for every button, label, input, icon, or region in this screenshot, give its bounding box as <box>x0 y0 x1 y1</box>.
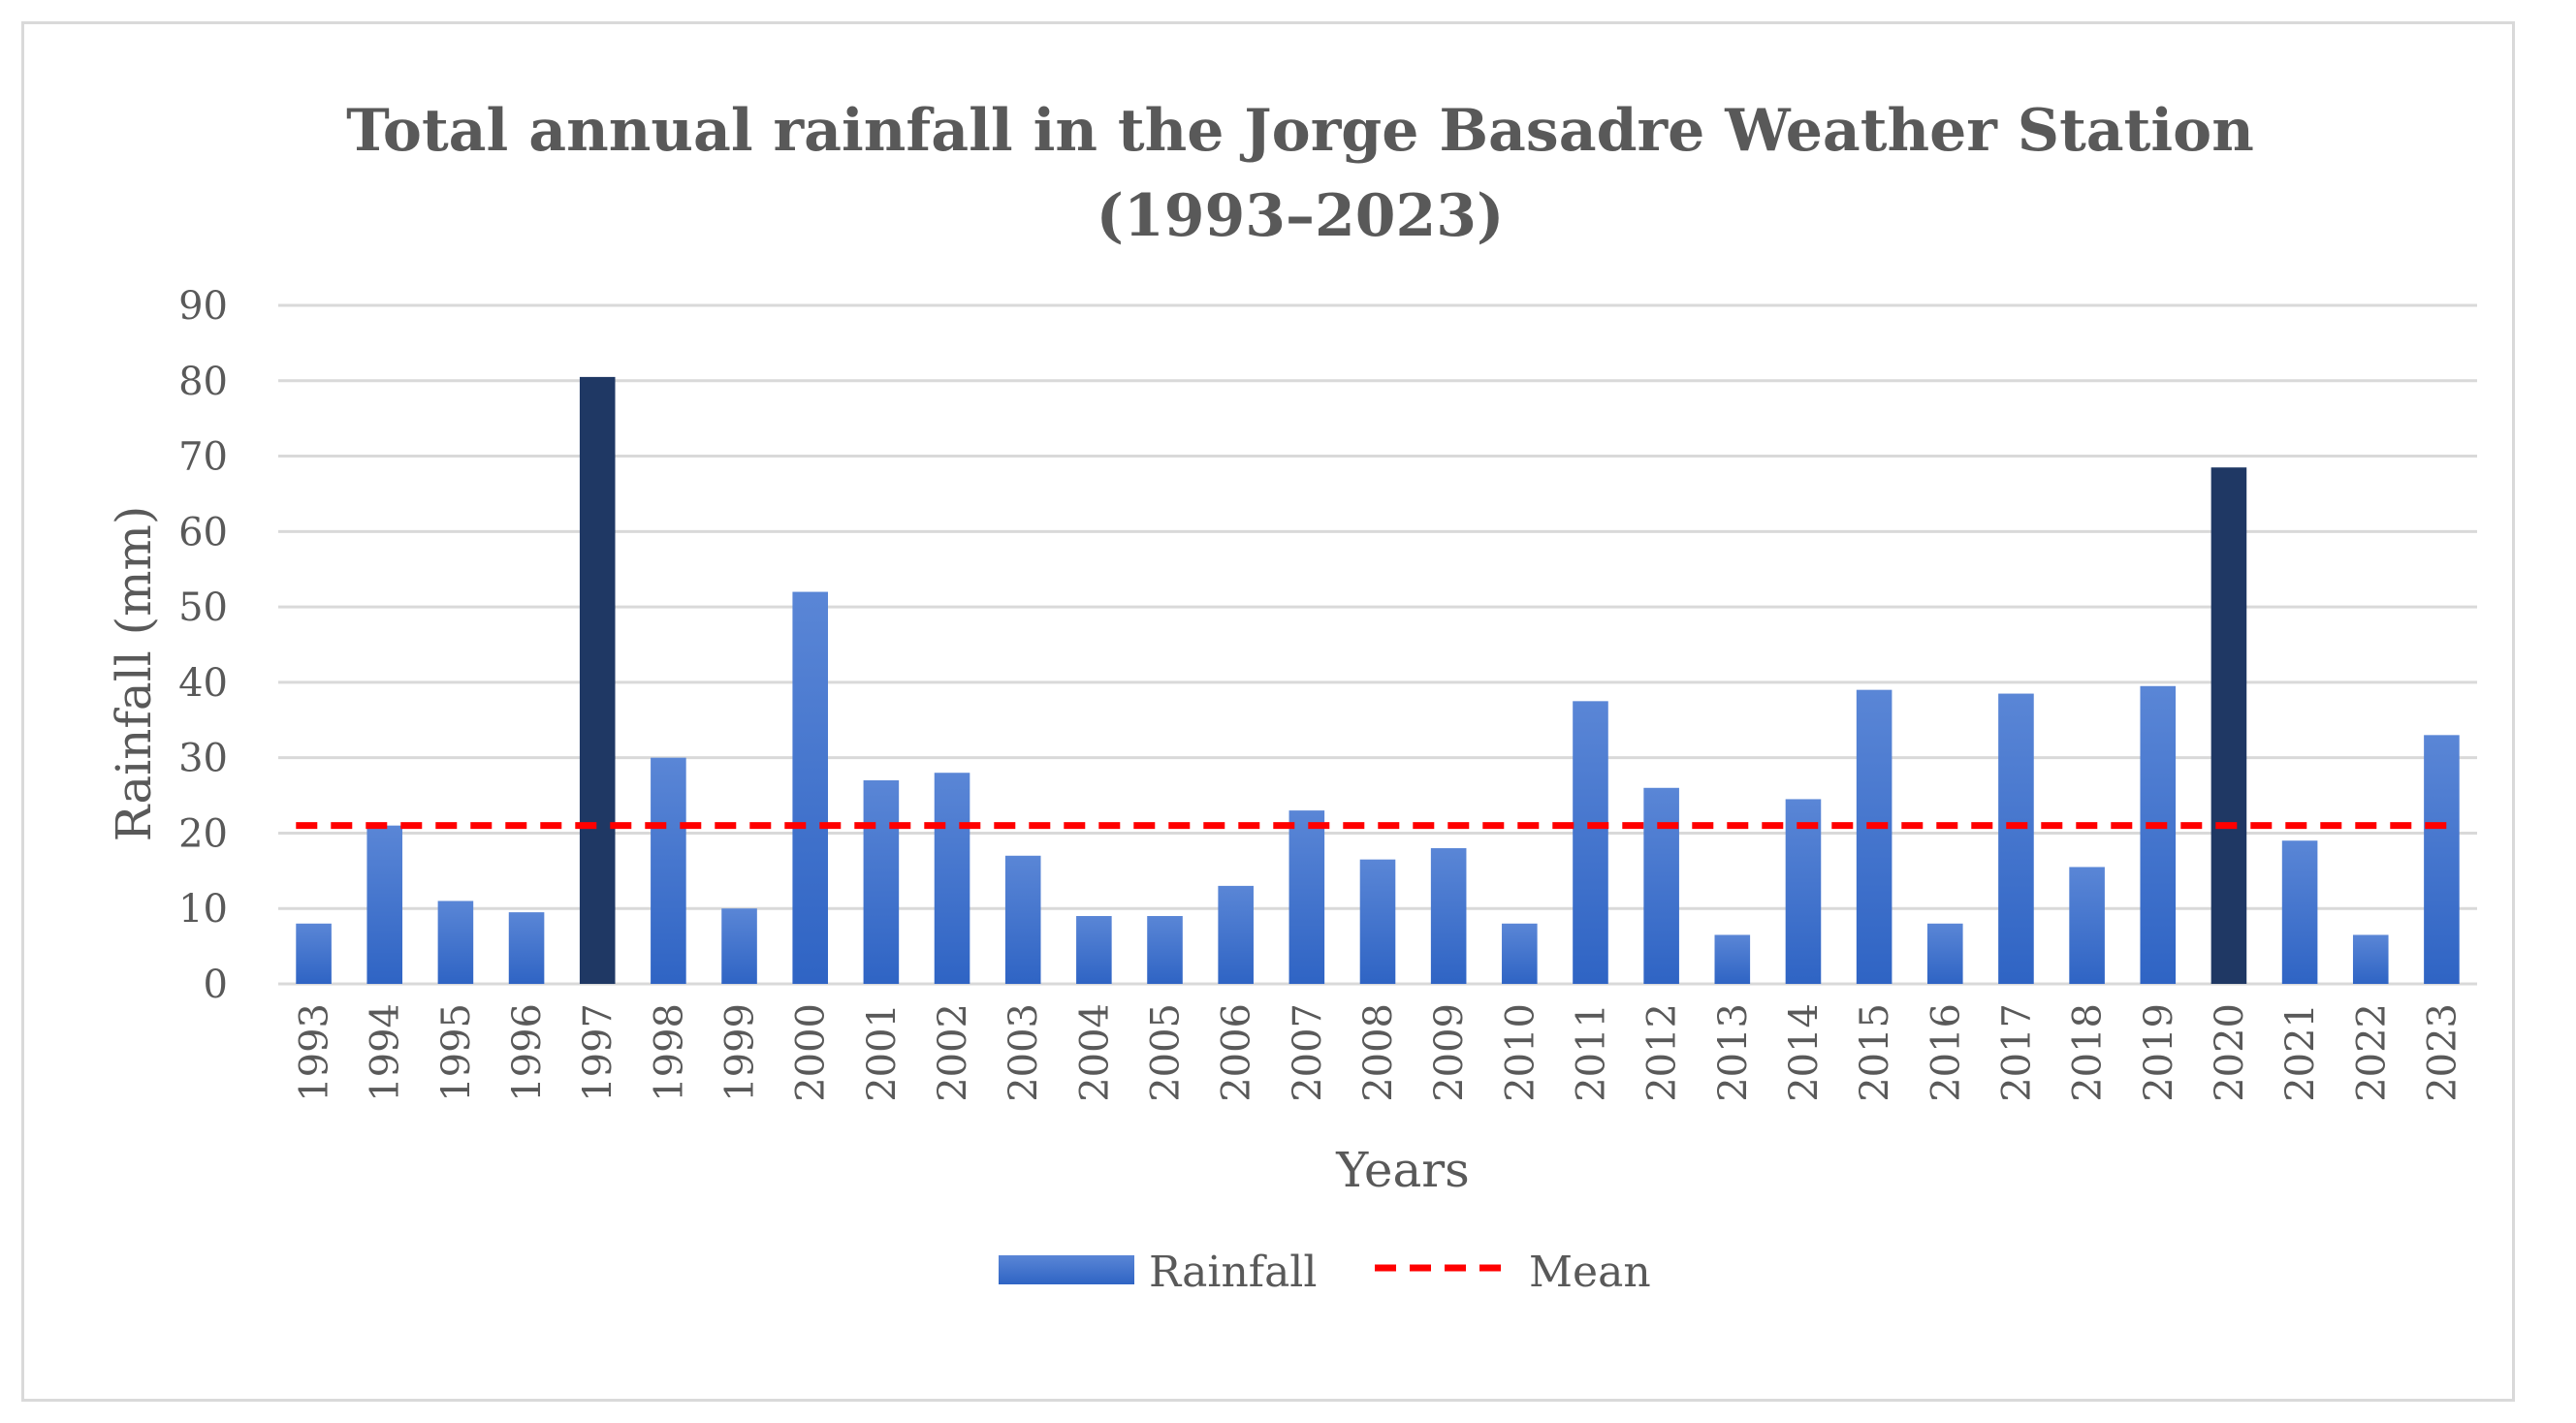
bar-2010 <box>1502 923 1538 984</box>
y-tick-label: 80 <box>178 360 228 404</box>
x-tick-label: 2016 <box>1924 1003 1968 1102</box>
x-tick-label: 2019 <box>2137 1003 2181 1102</box>
bar-2019 <box>2140 685 2177 984</box>
bar-1999 <box>721 908 757 984</box>
bar-1998 <box>651 757 686 984</box>
x-tick-label: 1999 <box>718 1003 763 1102</box>
bar-2005 <box>1147 916 1183 984</box>
legend-label-mean: Mean <box>1529 1248 1651 1297</box>
x-tick-label: 2004 <box>1072 1003 1117 1102</box>
bar-1996 <box>508 912 545 984</box>
legend-swatch-rainfall <box>999 1255 1134 1284</box>
y-tick-label: 40 <box>178 661 228 706</box>
x-axis-ticks: 1993 1994 1995 1996 1997 1998 1999 2000 2001 2002… <box>293 1003 2465 1102</box>
x-tick-label: 1997 <box>576 1003 620 1102</box>
bar-2020 <box>2210 467 2247 984</box>
y-tick-label: 20 <box>178 811 228 856</box>
x-tick-label: 2012 <box>1640 1003 1685 1102</box>
bar-2004 <box>1076 916 1112 984</box>
legend: Rainfall Mean <box>999 1248 1651 1297</box>
y-tick-label: 90 <box>178 284 228 329</box>
x-tick-label: 2022 <box>2349 1003 2394 1102</box>
y-tick-label: 10 <box>178 887 228 932</box>
x-tick-label: 1996 <box>505 1003 550 1102</box>
y-tick-label: 50 <box>178 585 228 630</box>
bar-2015 <box>1856 689 1892 984</box>
x-tick-label: 1993 <box>293 1003 337 1102</box>
bar-2001 <box>863 780 900 984</box>
bar-2008 <box>1359 859 1396 984</box>
bar-2013 <box>1714 934 1751 984</box>
y-tick-label: 70 <box>178 435 228 480</box>
bar-2000 <box>792 591 828 984</box>
x-tick-label: 2002 <box>931 1003 975 1102</box>
x-tick-label: 2017 <box>1994 1003 2039 1102</box>
bars <box>296 376 2460 984</box>
x-tick-label: 2013 <box>1711 1003 1756 1102</box>
bar-2017 <box>1998 693 2034 984</box>
x-tick-label: 2020 <box>2208 1003 2252 1102</box>
bar-2018 <box>2069 867 2105 984</box>
chart-title-line-1: Total annual rainfall in the Jorge Basad… <box>346 97 2254 165</box>
bar-2012 <box>1643 787 1679 984</box>
bar-2007 <box>1288 810 1325 984</box>
x-tick-label: 2014 <box>1782 1003 1827 1102</box>
x-tick-label: 2005 <box>1144 1003 1189 1102</box>
x-tick-label: 2007 <box>1286 1003 1330 1102</box>
x-tick-label: 2008 <box>1356 1003 1401 1102</box>
y-tick-label: 30 <box>178 737 228 781</box>
x-tick-label: 2003 <box>1002 1003 1046 1102</box>
rainfall-chart: Total annual rainfall in the Jorge Basad… <box>106 97 2477 1297</box>
x-tick-label: 2023 <box>2420 1003 2465 1102</box>
y-axis-title: Rainfall (mm) <box>106 506 162 842</box>
bar-2009 <box>1430 848 1467 984</box>
bar-2021 <box>2281 840 2318 984</box>
bar-1997 <box>579 376 616 984</box>
y-tick-label: 0 <box>204 963 228 1007</box>
y-tick-label: 60 <box>178 510 228 554</box>
legend-label-rainfall: Rainfall <box>1149 1248 1317 1297</box>
bar-1995 <box>437 901 474 984</box>
bar-2003 <box>1004 855 1041 984</box>
x-tick-label: 2018 <box>2066 1003 2111 1102</box>
x-tick-label: 2011 <box>1569 1003 1613 1102</box>
bar-2022 <box>2352 934 2389 984</box>
x-tick-label: 1995 <box>434 1003 479 1102</box>
bar-1993 <box>296 923 332 984</box>
x-tick-label: 1994 <box>364 1003 408 1102</box>
x-tick-label: 2009 <box>1427 1003 1472 1102</box>
bar-2014 <box>1785 799 1822 984</box>
bar-2002 <box>934 773 970 984</box>
bar-2011 <box>1573 701 1608 984</box>
x-tick-label: 2006 <box>1215 1003 1259 1102</box>
x-tick-label: 2021 <box>2278 1003 2323 1102</box>
x-tick-label: 2000 <box>789 1003 834 1102</box>
x-tick-label: 2010 <box>1498 1003 1542 1102</box>
bar-2006 <box>1218 885 1254 984</box>
bar-2016 <box>1927 923 1963 984</box>
x-tick-label: 1998 <box>647 1003 691 1102</box>
gridlines <box>278 303 2477 986</box>
x-axis-title: Years <box>1335 1142 1470 1198</box>
bar-1994 <box>366 825 403 984</box>
bar-2023 <box>2424 735 2460 984</box>
x-tick-label: 2001 <box>860 1003 905 1102</box>
y-axis-ticks: 0 10 20 30 40 50 60 70 80 90 <box>178 284 228 1007</box>
chart-frame: Total annual rainfall in the Jorge Basad… <box>21 21 2515 1402</box>
chart-title-line-2: (1993–2023) <box>1097 182 1505 250</box>
x-tick-label: 2015 <box>1853 1003 1897 1102</box>
